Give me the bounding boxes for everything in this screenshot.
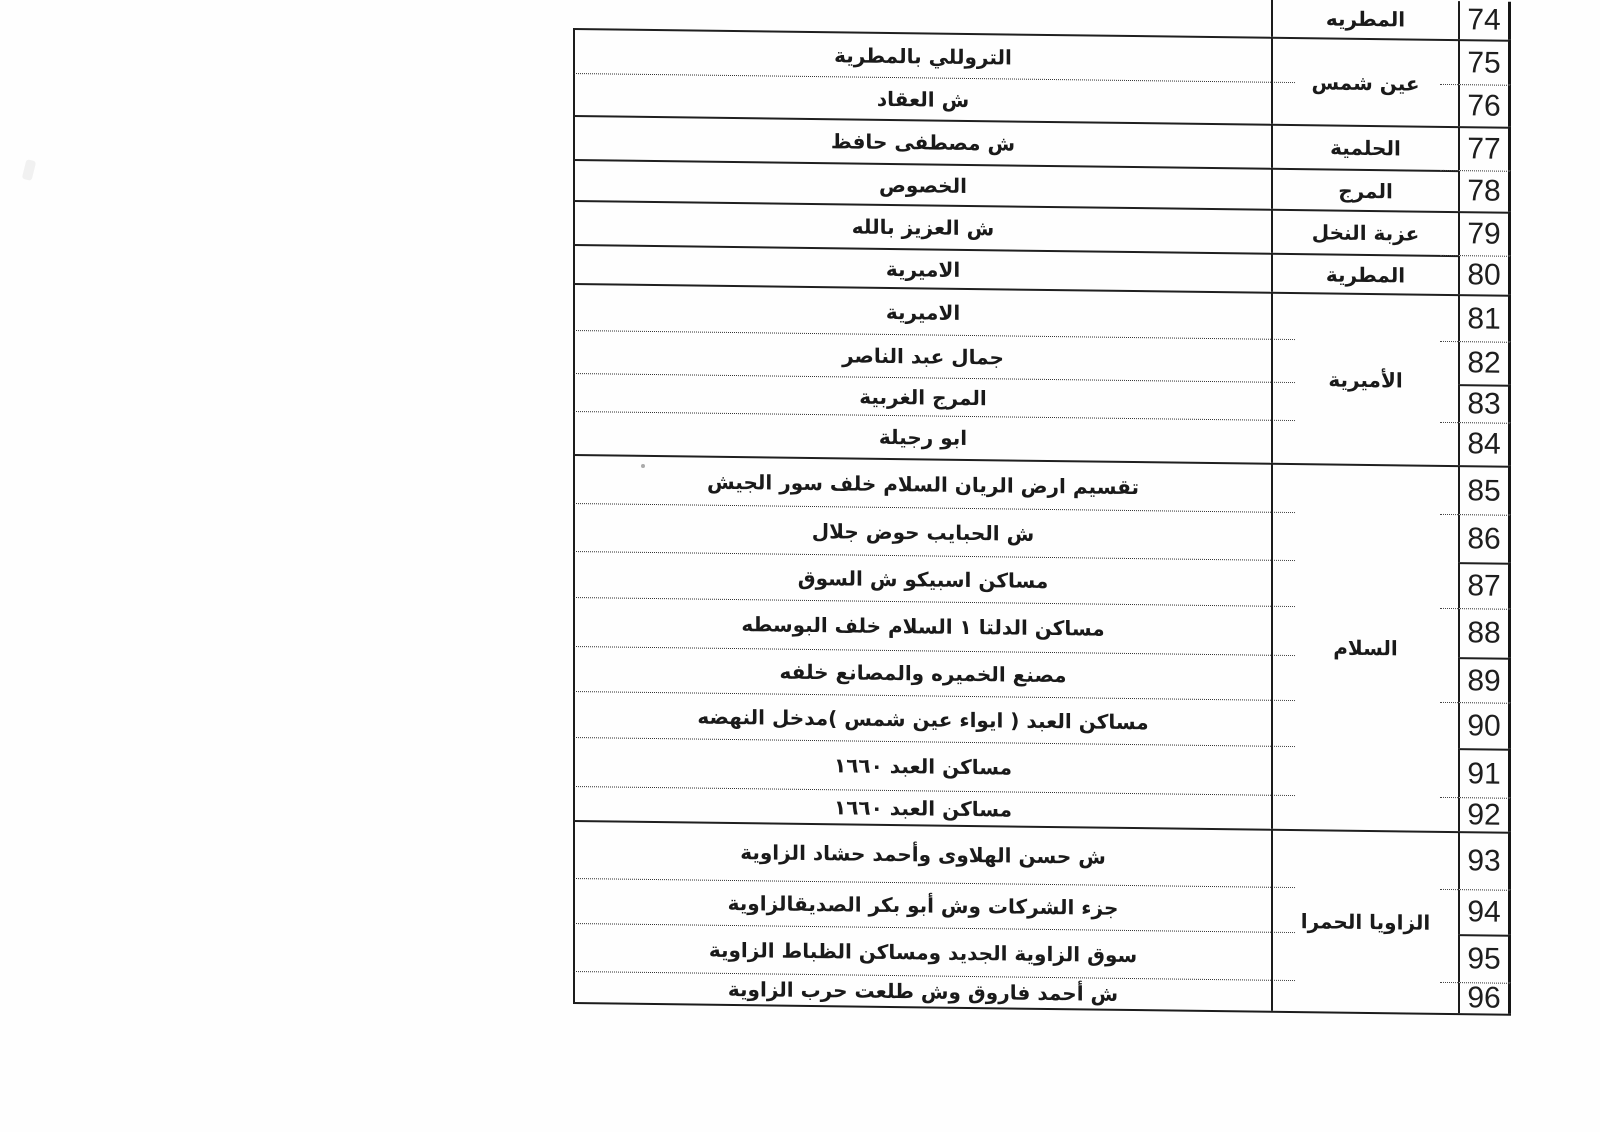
row-number-cell: 79: [1458, 211, 1511, 256]
district-column: المطريه عين شمس الحلمية المرج عزبة النخل…: [1271, 0, 1458, 1014]
row-number-cell: 88: [1458, 608, 1511, 658]
district-cell: الحلمية: [1271, 123, 1458, 171]
row-number-cell: 96: [1458, 981, 1511, 1015]
row-number-cell: 94: [1458, 889, 1511, 935]
street-cell: مساكن العبد ١٦٦٠: [573, 737, 1271, 795]
street-cell: ش الحبايب حوض جلال: [573, 503, 1271, 560]
areas-table: التروللي بالمطرية ش العقاد ش مصطفى حافظ …: [573, 0, 1511, 1016]
number-column: 74 75 76 77 78 79 80 81 82 83 84 85 86 8…: [1458, 1, 1511, 1015]
street-cell: تقسيم ارض الريان السلام خلف سور الجيش: [573, 454, 1271, 512]
row-number-cell: 89: [1458, 657, 1511, 703]
row-number-cell: 77: [1458, 126, 1511, 171]
row-number-cell: 90: [1458, 702, 1511, 749]
district-cell: المرج: [1271, 167, 1458, 212]
row-number-cell: 75: [1458, 39, 1511, 85]
street-cell: سوق الزاوية الجديد ومساكن الظباط الزاوية: [573, 923, 1271, 980]
row-number-cell: 92: [1458, 797, 1511, 832]
row-number-cell: 76: [1458, 84, 1511, 127]
district-cell: السلام: [1271, 462, 1458, 832]
row-number-cell: 83: [1458, 384, 1511, 423]
row-number-cell: 74: [1458, 1, 1511, 40]
street-cell: ش حسن الهلاوى وأحمد حشاد الزاوية: [573, 820, 1271, 887]
row-number-cell: 81: [1458, 294, 1511, 342]
district-cell: عين شمس: [1271, 36, 1458, 127]
street-cell: مساكن الدلتا ١ السلام خلف البوسطه: [573, 597, 1271, 655]
row-number-cell: 84: [1458, 422, 1511, 466]
district-cell: الأميرية: [1271, 291, 1458, 466]
street-column: التروللي بالمطرية ش العقاد ش مصطفى حافظ …: [573, 0, 1271, 1011]
row-number-cell: 82: [1458, 341, 1511, 385]
row-number-cell: 91: [1458, 748, 1511, 798]
row-number-cell: 80: [1458, 255, 1511, 295]
row-number-cell: 85: [1458, 465, 1511, 515]
district-cell: عزبة النخل: [1271, 208, 1458, 256]
district-cell: المطريه: [1271, 0, 1458, 40]
scan-speck: [641, 464, 645, 468]
row-number-cell: 78: [1458, 170, 1511, 212]
district-cell: الزاويا الحمرا: [1271, 828, 1458, 1014]
row-number-cell: 93: [1458, 831, 1511, 890]
scan-smudge: [21, 159, 37, 181]
row-number-cell: 86: [1458, 514, 1511, 563]
district-cell: المطرية: [1271, 252, 1458, 295]
row-number-cell: 87: [1458, 562, 1511, 609]
row-number-cell: 95: [1458, 934, 1511, 983]
